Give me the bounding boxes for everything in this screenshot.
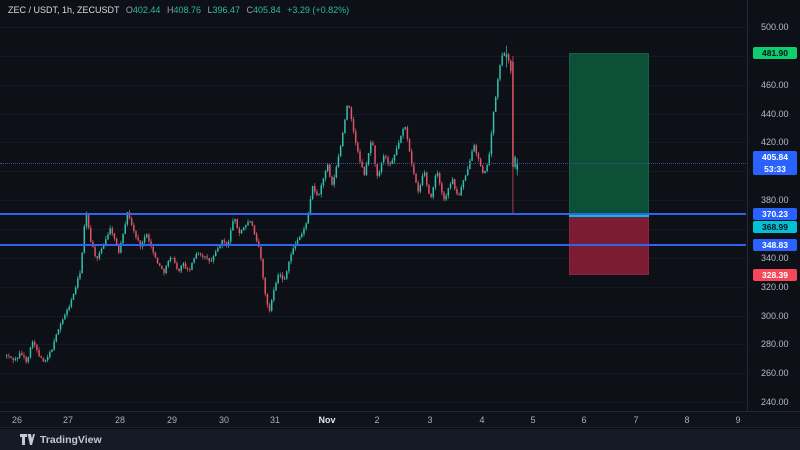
high-label: H <box>166 5 174 15</box>
price-axis-badge: 368.99 <box>753 220 797 233</box>
time-tick-label: 7 <box>633 415 639 425</box>
price-tick-label: 280.00 <box>761 339 789 350</box>
time-tick-label: 8 <box>684 415 690 425</box>
price-axis-badge: 370.23 <box>753 208 797 221</box>
hgrid-line <box>0 373 746 375</box>
price-tick-label: 460.00 <box>761 79 789 90</box>
hgrid-line <box>0 84 746 86</box>
low-label: L <box>207 5 213 15</box>
time-tick-label: 4 <box>479 415 485 425</box>
price-scale[interactable]: 500.00 460.00 440.00 420.00 380.00 340.00 320.… <box>747 0 800 411</box>
hgrid-line <box>0 402 746 403</box>
time-scale[interactable]: 26 27 28 29 30 31 Nov 2 3 4 5 6 7 8 9 <box>0 411 800 428</box>
price-axis-badge: 348.83 <box>753 239 797 251</box>
time-tick-label: 29 <box>166 415 177 425</box>
hgrid-line <box>0 200 746 202</box>
price-axis-badge: 405.84 53:33 <box>753 150 797 175</box>
price-tick-label: 380.00 <box>761 195 789 206</box>
low-value: 396.47 <box>212 5 241 15</box>
long-position-profit-zone[interactable] <box>569 53 649 216</box>
time-tick-label: Nov <box>318 415 336 425</box>
symbol-legend: ZEC / USDT, 1h, ZECUSDT O402.44 H408.76 … <box>8 5 349 16</box>
bottom-bar: TradingView <box>0 429 800 450</box>
open-label: O <box>125 5 133 15</box>
price-tick-label: 420.00 <box>761 137 789 148</box>
tradingview-logo-text: TradingView <box>40 433 102 446</box>
hgrid-line <box>0 257 746 259</box>
time-tick-label: 31 <box>269 415 280 425</box>
hgrid-line <box>0 344 746 346</box>
chart-pane[interactable]: ZEC / USDT, 1h, ZECUSDT O402.44 H408.76 … <box>0 0 746 411</box>
close-label: C <box>246 5 254 15</box>
time-tick-label: 27 <box>62 415 73 425</box>
time-tick-label: 26 <box>11 415 22 425</box>
hgrid-line <box>0 55 746 57</box>
change-value: +3.29 (+0.82%) <box>287 5 350 15</box>
price-axis-badge: 481.90 <box>753 47 797 60</box>
hgrid-line <box>0 315 746 317</box>
hgrid-line <box>0 171 746 173</box>
hgrid-line <box>0 27 746 28</box>
price-tick-label: 300.00 <box>761 310 789 321</box>
horizontal-line-370[interactable] <box>0 213 746 216</box>
price-tick-label: 500.00 <box>761 22 789 32</box>
price-tick-label: 440.00 <box>761 108 789 119</box>
long-position-entry-line[interactable] <box>569 215 649 217</box>
time-tick-label: 5 <box>530 415 536 425</box>
hgrid-line <box>0 113 746 115</box>
open-value: 402.44 <box>132 5 161 15</box>
price-tick-label: 340.00 <box>761 252 789 263</box>
price-tick-label: 240.00 <box>761 397 789 407</box>
price-axis-badge: 328.39 <box>753 268 797 281</box>
time-tick-label: 3 <box>427 415 433 425</box>
horizontal-line-348[interactable] <box>0 244 746 246</box>
hgrid-line <box>0 286 746 288</box>
price-tick-label: 320.00 <box>761 281 789 292</box>
price-tick-label: 260.00 <box>761 368 789 379</box>
symbol-title[interactable]: ZEC / USDT, 1h, ZECUSDT <box>8 5 120 15</box>
time-tick-label: 30 <box>218 415 229 425</box>
candlestick-series <box>6 45 518 364</box>
time-tick-label: 6 <box>581 415 587 425</box>
time-tick-label: 28 <box>114 415 125 425</box>
time-tick-label: 2 <box>374 415 380 425</box>
tradingview-logo[interactable]: TradingView <box>20 434 102 446</box>
high-value: 408.76 <box>173 5 201 15</box>
last-price-line <box>0 162 746 164</box>
close-value: 405.84 <box>253 5 281 15</box>
hgrid-line <box>0 228 746 230</box>
time-tick-label: 9 <box>735 415 741 425</box>
tradingview-logo-icon <box>20 434 35 445</box>
